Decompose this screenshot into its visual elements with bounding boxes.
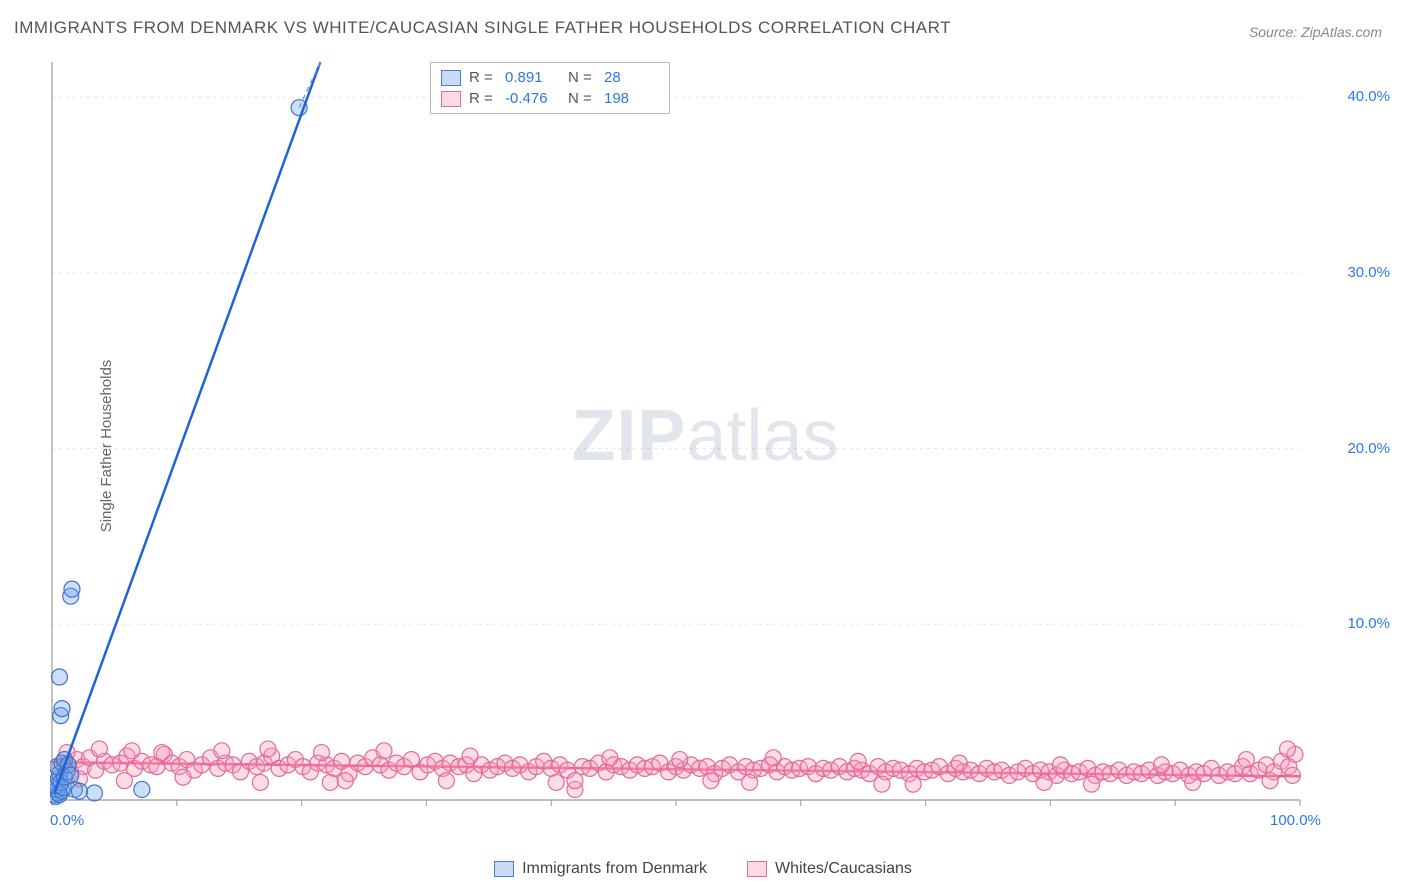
- chart-title: IMMIGRANTS FROM DENMARK VS WHITE/CAUCASI…: [14, 18, 951, 38]
- legend-item-denmark: Immigrants from Denmark: [494, 860, 707, 878]
- y-tick-10: 10.0%: [1347, 615, 1390, 632]
- legend-row-white: R = -0.476 N = 198: [441, 88, 659, 109]
- r-label: R =: [469, 90, 497, 107]
- n-label: N =: [568, 90, 596, 107]
- legend-label: Whites/Caucasians: [775, 860, 912, 878]
- r-value: 0.891: [505, 69, 560, 86]
- swatch-blue: [441, 70, 461, 86]
- legend-label: Immigrants from Denmark: [522, 860, 707, 878]
- scatter-chart-svg: [50, 60, 1360, 820]
- source-attribution: Source: ZipAtlas.com: [1249, 24, 1382, 40]
- series-legend: Immigrants from Denmark Whites/Caucasian…: [0, 860, 1406, 878]
- correlation-legend: R = 0.891 N = 28 R = -0.476 N = 198: [430, 62, 670, 114]
- x-tick-min: 0.0%: [50, 812, 84, 829]
- legend-row-denmark: R = 0.891 N = 28: [441, 67, 659, 88]
- swatch-pink: [441, 91, 461, 107]
- y-tick-40: 40.0%: [1347, 88, 1390, 105]
- swatch-blue: [494, 861, 514, 877]
- r-label: R =: [469, 69, 497, 86]
- legend-item-white: Whites/Caucasians: [747, 860, 912, 878]
- swatch-pink: [747, 861, 767, 877]
- x-tick-max: 100.0%: [1270, 812, 1321, 829]
- n-label: N =: [568, 69, 596, 86]
- y-tick-30: 30.0%: [1347, 264, 1390, 281]
- r-value: -0.476: [505, 90, 560, 107]
- n-value: 198: [604, 90, 659, 107]
- y-tick-20: 20.0%: [1347, 440, 1390, 457]
- n-value: 28: [604, 69, 659, 86]
- chart-plot-area: ZIPatlas: [50, 60, 1360, 820]
